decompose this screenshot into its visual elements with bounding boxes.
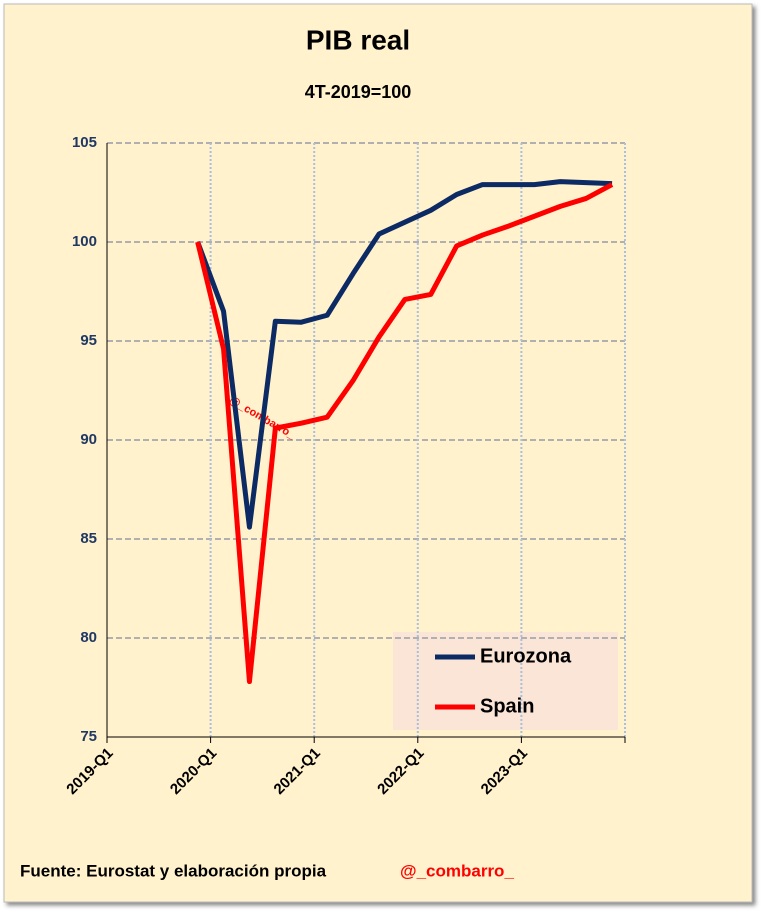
chart-subtitle: 4T-2019=100	[305, 82, 412, 102]
legend-label: Eurozona	[480, 645, 572, 667]
y-tick-label: 85	[80, 530, 97, 547]
legend-label: Spain	[480, 695, 534, 717]
y-tick-label: 100	[72, 233, 97, 250]
credit: @_combarro_	[400, 861, 514, 880]
source: Fuente: Eurostat y elaboración propia	[20, 861, 327, 880]
y-tick-label: 75	[80, 728, 97, 745]
legend-box	[393, 632, 618, 730]
chart-title: PIB real	[306, 24, 410, 55]
line-series	[195, 179, 613, 530]
y-tick-label: 105	[72, 134, 97, 151]
line-series	[195, 182, 614, 685]
background	[3, 3, 753, 903]
y-tick-label: 80	[80, 629, 97, 646]
y-tick-label: 90	[80, 431, 97, 448]
y-tick-label: 95	[80, 332, 97, 349]
